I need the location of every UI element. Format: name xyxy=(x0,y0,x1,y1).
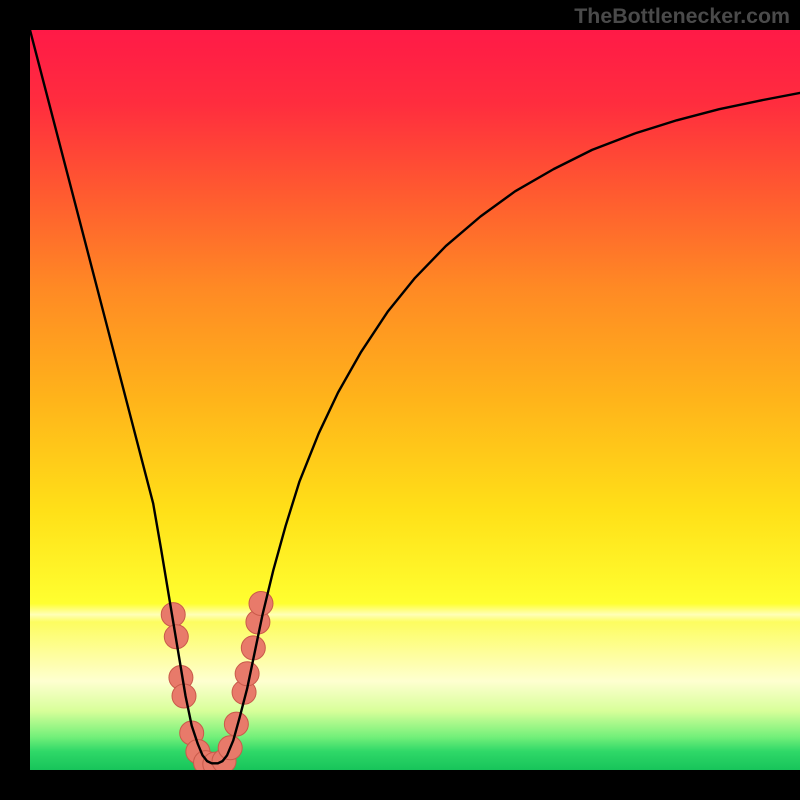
bottleneck-curve xyxy=(30,30,800,763)
threshold-marker xyxy=(235,662,259,686)
plot-area xyxy=(30,30,800,770)
brand-label: TheBottlenecker.com xyxy=(574,4,790,29)
threshold-marker xyxy=(249,592,273,616)
chart-overlay xyxy=(30,30,800,770)
marker-group xyxy=(161,592,273,771)
chart-frame: TheBottlenecker.com xyxy=(0,0,800,800)
